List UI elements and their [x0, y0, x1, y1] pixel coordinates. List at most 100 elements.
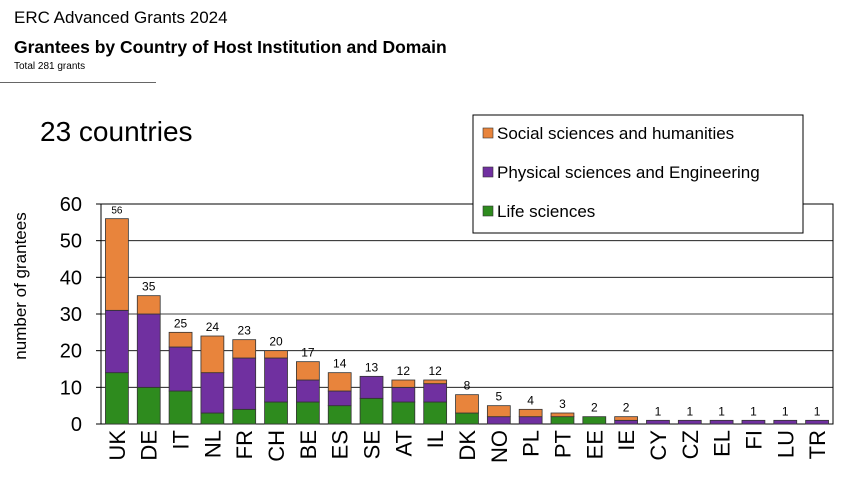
bar-segment-se	[359, 375, 384, 399]
legend-label: Social sciences and humanities	[497, 124, 734, 143]
bar-segment-de	[136, 295, 161, 315]
x-tick-label: BE	[296, 430, 321, 459]
x-tick-label: NL	[200, 430, 225, 458]
x-tick-label: LU	[773, 430, 798, 458]
x-tick-label: PT	[550, 430, 575, 458]
x-tick-label: IE	[614, 430, 639, 451]
x-tick-label: FI	[741, 430, 766, 450]
bar-segment-it	[168, 390, 193, 425]
x-tick-label: ES	[328, 430, 353, 459]
bar-total-label: 13	[365, 360, 379, 374]
bar-total-label: 1	[814, 404, 821, 418]
bar-segment-it	[168, 331, 193, 348]
bar-total-label: 5	[495, 390, 502, 404]
x-tick-label: DK	[455, 430, 480, 461]
y-tick-label: 30	[60, 304, 82, 326]
title-divider	[0, 82, 156, 83]
x-tick-label: FR	[232, 430, 257, 459]
bar-segment-nl	[200, 412, 225, 425]
x-tick-label: SE	[360, 430, 385, 459]
bar-total-label: 12	[397, 364, 411, 378]
bar-total-label: 1	[718, 404, 725, 418]
bar-segment-nl	[200, 335, 225, 374]
legend-label: Physical sciences and Engineering	[497, 163, 760, 182]
bar-total-label: 1	[750, 404, 757, 418]
bar-segment-ie	[614, 416, 638, 421]
x-tick-label: EL	[710, 430, 735, 457]
bar-segment-at	[391, 379, 416, 388]
y-tick-label: 40	[60, 267, 82, 289]
bar-segment-no	[486, 405, 511, 418]
bar-segment-es	[327, 390, 352, 407]
bar-segment-de	[136, 386, 161, 425]
bar-segment-at	[391, 386, 416, 403]
bar-total-label: 20	[269, 335, 283, 349]
bar-segment-at	[391, 401, 416, 425]
bar-segment-fr	[232, 357, 257, 410]
bar-total-label: 1	[655, 404, 662, 418]
bar-segment-be	[296, 361, 320, 381]
chart-supertitle: ERC Advanced Grants 2024	[14, 8, 228, 27]
x-tick-label: IT	[169, 430, 194, 450]
bar-segment-be	[296, 401, 320, 425]
bar-total-label: 4	[527, 393, 534, 407]
bar-segment-ch	[264, 357, 288, 403]
bar-segment-pl	[518, 416, 543, 425]
bar-total-label: 35	[142, 280, 156, 294]
chart-subtitle: Total 281 grants	[14, 61, 86, 72]
bar-total-label: 14	[333, 357, 347, 371]
legend-label: Life sciences	[497, 202, 595, 221]
bar-total-label: 23	[238, 324, 252, 338]
bar-total-label: 25	[174, 316, 188, 330]
bar-segment-pt	[550, 416, 575, 425]
bar-segment-il	[423, 401, 448, 425]
bar-segment-fr	[232, 339, 257, 359]
bar-segment-ch	[264, 350, 288, 359]
legend-swatch	[482, 127, 494, 139]
x-tick-label: AT	[391, 430, 416, 456]
y-tick-label: 50	[60, 231, 82, 253]
y-tick-label: 60	[60, 194, 82, 216]
bar-segment-be	[296, 379, 320, 403]
bar-total-label: 56	[111, 206, 123, 217]
bar-total-label: 8	[464, 379, 471, 393]
y-tick-label: 10	[60, 377, 82, 399]
bar-segment-fr	[232, 408, 257, 425]
legend-box	[472, 114, 804, 234]
bar-total-label: 12	[428, 364, 442, 378]
bar-segment-pt	[550, 412, 575, 418]
legend-swatch	[482, 166, 494, 178]
legend-swatch	[482, 205, 494, 217]
x-tick-label: PL	[519, 430, 544, 457]
x-tick-label: CH	[264, 430, 289, 462]
bar-segment-cy	[646, 419, 670, 425]
bar-segment-tr	[805, 419, 829, 425]
bar-segment-de	[136, 313, 161, 388]
bar-segment-cz	[677, 419, 702, 425]
bar-total-label: 2	[591, 401, 598, 415]
bar-segment-es	[327, 372, 352, 392]
y-tick-label: 0	[71, 414, 82, 436]
bar-segment-dk	[455, 412, 479, 425]
bar-total-label: 2	[623, 401, 630, 415]
x-tick-label: IL	[423, 430, 448, 448]
countries-annotation: 23 countries	[40, 116, 193, 147]
bar-total-label: 3	[559, 397, 566, 411]
bar-segment-uk	[105, 372, 129, 425]
bar-total-label: 1	[782, 404, 789, 418]
bar-segment-ee	[582, 416, 607, 425]
bar-segment-es	[327, 405, 352, 425]
bar-segment-no	[486, 416, 511, 425]
bar-segment-il	[423, 383, 448, 403]
bar-segment-it	[168, 346, 193, 392]
bar-total-label: 1	[686, 404, 693, 418]
x-tick-label: CZ	[678, 430, 703, 459]
bar-segment-ch	[264, 401, 288, 425]
x-tick-label: NO	[487, 430, 512, 463]
bar-segment-fi	[741, 419, 766, 425]
x-tick-label: DE	[137, 430, 162, 461]
bar-segment-nl	[200, 372, 225, 414]
bar-total-label: 17	[301, 346, 315, 360]
bar-segment-uk	[105, 218, 129, 311]
